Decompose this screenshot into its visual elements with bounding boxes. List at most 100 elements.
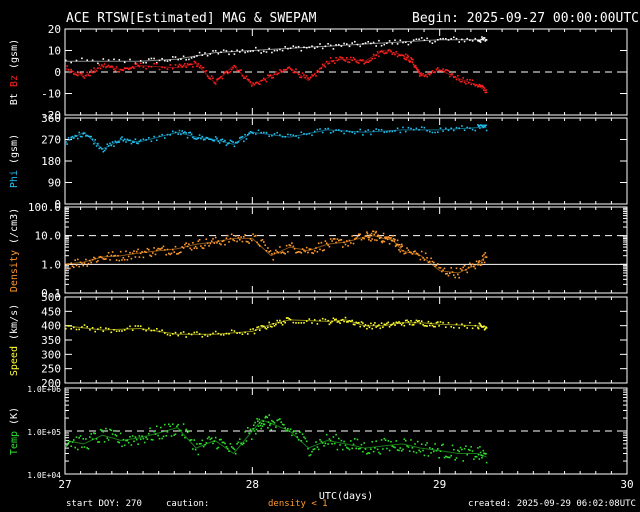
data-point [348, 61, 351, 64]
data-point [197, 240, 200, 242]
data-point [343, 241, 345, 244]
data-point [264, 416, 266, 419]
data-point [202, 247, 205, 250]
data-point [348, 45, 351, 48]
data-point [216, 137, 218, 140]
data-point [184, 436, 186, 439]
data-point [186, 63, 189, 65]
data-point [225, 70, 228, 73]
data-point [471, 263, 474, 265]
data-point [180, 251, 182, 253]
data-point [279, 134, 281, 136]
data-point [254, 421, 256, 424]
data-point [470, 265, 472, 267]
data-point [239, 332, 241, 334]
data-point [193, 137, 196, 140]
data-point [420, 250, 423, 253]
y-axis-label-part: (gsm) [9, 134, 20, 170]
data-point [271, 134, 273, 137]
data-point [386, 131, 388, 133]
data-point [86, 59, 88, 61]
data-point [129, 325, 131, 328]
data-point [331, 60, 333, 63]
data-point [477, 453, 480, 456]
data-point [484, 252, 487, 254]
data-point [485, 453, 487, 455]
data-point [482, 38, 485, 41]
data-point [224, 71, 226, 74]
data-point [113, 58, 115, 61]
data-point [370, 240, 372, 242]
data-point [78, 437, 80, 439]
data-point [400, 54, 403, 57]
data-point [123, 329, 126, 331]
data-point [204, 334, 206, 336]
data-point [69, 71, 71, 74]
data-point [101, 64, 103, 66]
data-point [225, 50, 228, 52]
data-point [469, 449, 471, 452]
data-point [478, 125, 481, 127]
data-point [295, 68, 297, 71]
data-point [174, 131, 177, 134]
data-point [275, 249, 277, 252]
data-point [225, 332, 228, 335]
data-point [340, 57, 343, 59]
data-point [230, 140, 233, 143]
data-point [324, 318, 327, 321]
data-point [97, 260, 99, 262]
data-point [376, 51, 379, 53]
data-point [263, 241, 265, 243]
data-point [380, 44, 383, 47]
data-point [126, 67, 129, 69]
data-point [232, 239, 234, 241]
data-point [243, 77, 245, 79]
data-point [351, 319, 353, 322]
data-point [228, 53, 230, 56]
data-point [481, 454, 484, 457]
data-point [255, 46, 257, 49]
data-point [374, 232, 377, 234]
data-point [133, 141, 135, 143]
data-point [200, 443, 202, 445]
data-point [77, 137, 79, 140]
data-point [447, 70, 450, 72]
y-tick-label: 400 [41, 320, 61, 333]
data-point [344, 316, 347, 319]
data-point [419, 450, 422, 453]
data-point [115, 141, 118, 144]
data-point [392, 52, 395, 54]
data-point [453, 76, 455, 79]
data-point [196, 55, 198, 57]
data-point [423, 75, 426, 78]
data-point [485, 89, 487, 91]
data-point [437, 131, 439, 133]
y-tick-label: 270 [41, 134, 61, 147]
data-point [186, 136, 189, 139]
data-point [221, 138, 224, 141]
data-point [284, 46, 286, 48]
data-point [411, 253, 414, 255]
data-point [98, 147, 101, 150]
data-point [209, 438, 212, 441]
data-point [109, 428, 111, 431]
data-point [366, 232, 369, 235]
data-point [356, 322, 359, 324]
data-point [156, 425, 158, 428]
data-point [102, 431, 105, 433]
data-point [481, 37, 484, 40]
data-point [177, 133, 179, 135]
data-point [110, 65, 113, 68]
data-point [297, 45, 300, 48]
panel-frame [64, 296, 628, 384]
data-point [479, 84, 482, 87]
data-point [410, 57, 412, 59]
data-point [251, 438, 253, 440]
data-point [287, 428, 289, 430]
data-point [358, 321, 360, 324]
data-point [469, 127, 471, 129]
data-point [296, 436, 299, 438]
data-point [130, 142, 133, 145]
data-point [363, 62, 365, 65]
data-point [121, 259, 123, 261]
